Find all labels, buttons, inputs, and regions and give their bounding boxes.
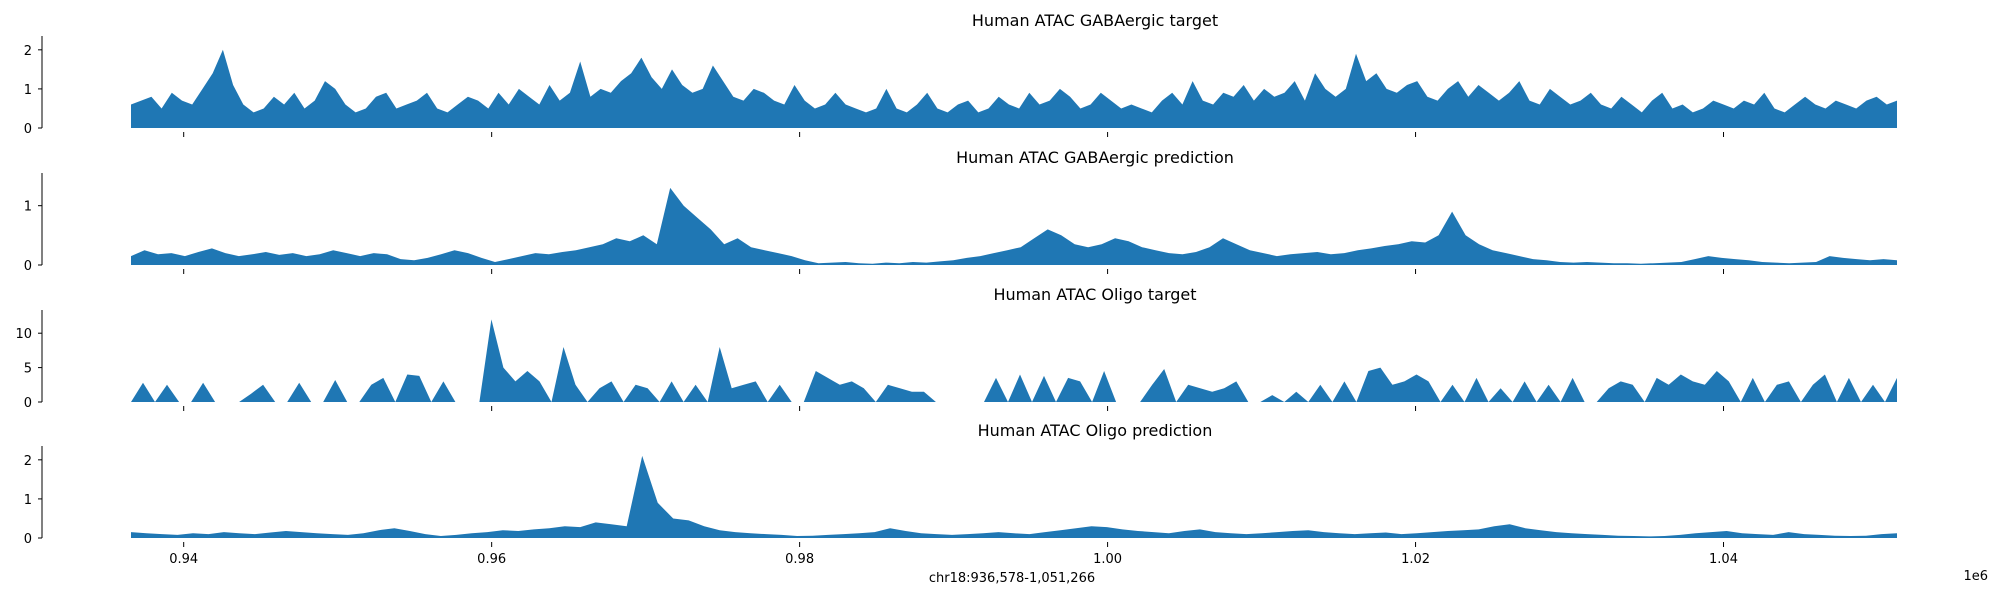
- y-tick-label: 2: [24, 454, 32, 469]
- x-axis-label: chr18:936,578-1,051,266: [929, 571, 1095, 586]
- x-tick-label: 0.96: [477, 552, 506, 567]
- y-tick-label: 1: [24, 493, 32, 508]
- y-tick-label: 10: [15, 327, 32, 342]
- panel-title: Human ATAC GABAergic target: [972, 11, 1218, 30]
- x-offset-label: 1e6: [1963, 569, 1988, 584]
- panel-title: Human ATAC GABAergic prediction: [956, 148, 1234, 167]
- x-tick-label: 0.98: [785, 552, 814, 567]
- x-tick-label: 1.02: [1401, 552, 1430, 567]
- y-tick-label: 1: [24, 83, 32, 98]
- x-tick-label: 1.04: [1709, 552, 1738, 567]
- signal-area: [131, 187, 1897, 265]
- signal-area: [131, 319, 1897, 402]
- x-tick-label: 1.00: [1093, 552, 1122, 567]
- y-tick-label: 2: [24, 44, 32, 59]
- y-tick-label: 0: [24, 259, 32, 274]
- signal-area: [131, 49, 1897, 128]
- y-tick-label: 0: [24, 396, 32, 411]
- panel-title: Human ATAC Oligo prediction: [978, 421, 1213, 440]
- x-tick-label: 0.94: [169, 552, 198, 567]
- y-tick-label: 5: [24, 362, 32, 377]
- y-tick-label: 1: [24, 200, 32, 215]
- y-tick-label: 0: [24, 122, 32, 137]
- y-tick-label: 0: [24, 532, 32, 547]
- panel-title: Human ATAC Oligo target: [993, 285, 1196, 304]
- signal-area: [131, 455, 1897, 538]
